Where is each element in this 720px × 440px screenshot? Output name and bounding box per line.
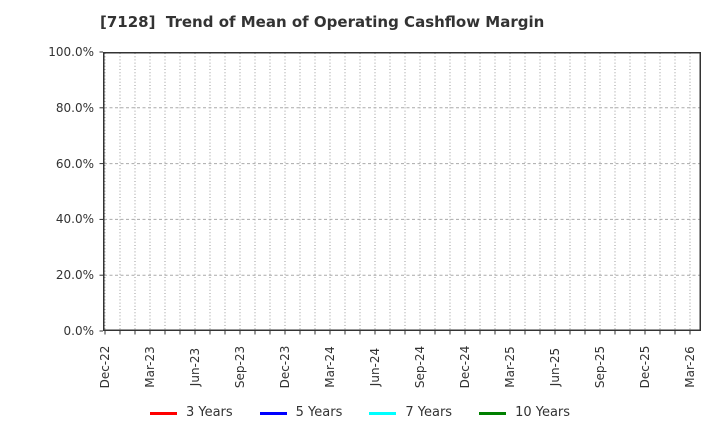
legend-label: 3 Years [185, 405, 233, 420]
legend-label: 5 Years [295, 405, 343, 420]
x-tick-label: Dec-25 [638, 345, 652, 389]
chart-title: [7128] Trend of Mean of Operating Cashfl… [100, 13, 545, 31]
gridlines-canvas [99, 51, 701, 335]
legend-label: 7 Years [405, 405, 453, 420]
plot-frame [103, 52, 701, 331]
x-tick-label: Jun-23 [188, 347, 202, 387]
x-tick-label: Mar-24 [323, 346, 337, 388]
legend-item: 3 Years [149, 405, 233, 421]
y-tick-label: 20.0% [55, 268, 94, 283]
legend: 3 Years 5 Years 7 Years 10 Years [0, 404, 720, 422]
x-tick-label: Sep-24 [413, 345, 427, 389]
legend-item: 7 Years [369, 405, 452, 421]
y-tick-label: 80.0% [55, 100, 94, 115]
x-tick-label: Jun-25 [548, 347, 562, 387]
legend-item: 10 Years [479, 405, 570, 421]
plot-area [99, 51, 701, 335]
x-tick-label: Mar-26 [683, 346, 697, 388]
x-tick-label: Mar-25 [503, 346, 517, 388]
x-tick-label: Dec-24 [458, 345, 472, 389]
y-tick-label: 100.0% [48, 45, 94, 59]
y-tick-label: 0.0% [63, 324, 95, 338]
x-tick-label: Jun-24 [368, 347, 382, 387]
legend-line-swatch [479, 411, 507, 415]
x-tick-label: Dec-23 [278, 345, 292, 389]
x-tick-label: Sep-25 [593, 345, 607, 389]
x-tick-label: Mar-23 [143, 346, 157, 388]
legend-line-swatch [369, 411, 397, 415]
x-tick-label: Dec-22 [98, 345, 112, 389]
legend-line-swatch [259, 411, 287, 415]
legend-item: 5 Years [259, 405, 343, 421]
y-tick-label: 40.0% [55, 212, 94, 227]
legend-line-swatch [149, 411, 177, 415]
x-tick-label: Sep-23 [233, 345, 247, 389]
legend-label: 10 Years [515, 405, 571, 420]
y-tick-label: 60.0% [55, 156, 94, 171]
